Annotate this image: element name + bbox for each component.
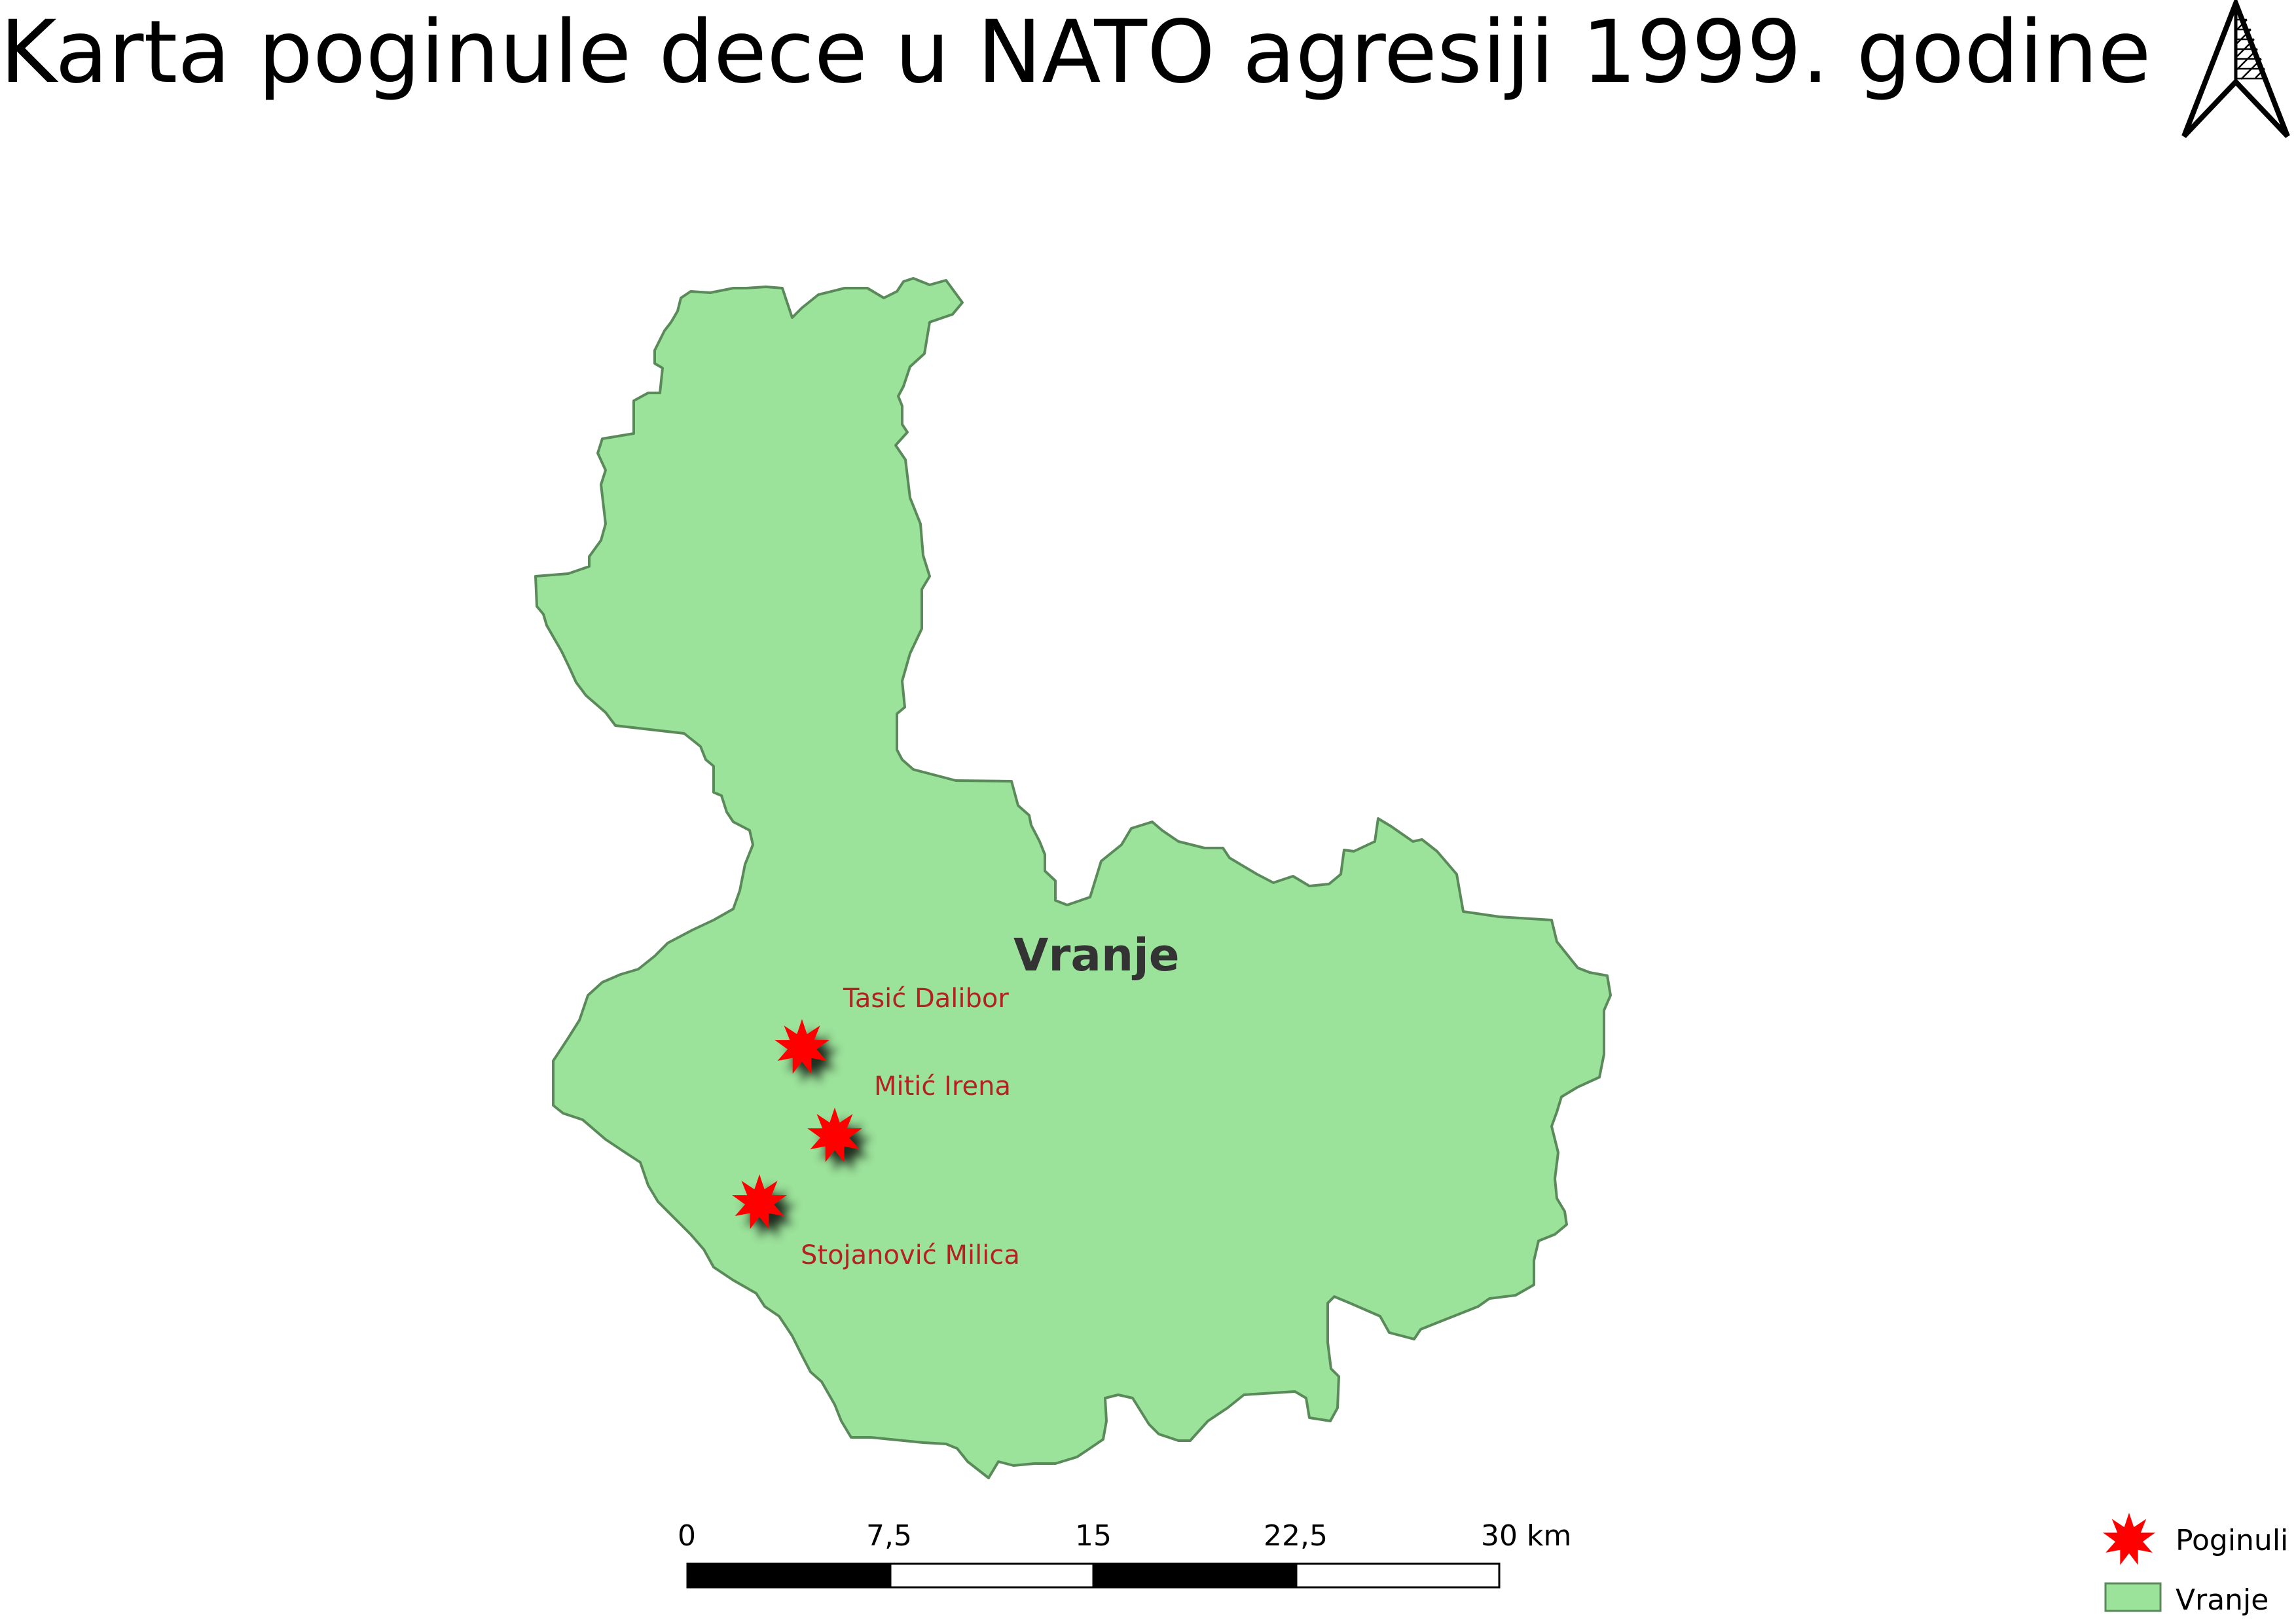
scale-tick-label: 15 xyxy=(1075,1519,1112,1553)
legend: Poginuli Vranje xyxy=(2103,1513,2288,1617)
victim-label: Tasić Dalibor xyxy=(843,984,1009,1014)
red-star-icon xyxy=(2103,1513,2155,1565)
scale-bar-segment xyxy=(1295,1562,1501,1589)
scale-tick-label: 7,5 xyxy=(866,1519,912,1553)
green-area-swatch xyxy=(2104,1582,2162,1612)
victim-label: Stojanović Milica xyxy=(801,1240,1020,1270)
region-vranje-area xyxy=(534,277,1612,1479)
scale-bar: 0 7,5 15 22,5 30 km xyxy=(678,1519,1571,1589)
scale-tick-label: 0 xyxy=(678,1519,696,1553)
victim-label: Mitić Irena xyxy=(874,1071,1011,1101)
legend-label-poginuli: Poginuli xyxy=(2176,1524,2288,1557)
scale-tick-label: 30 km xyxy=(1481,1519,1571,1553)
map-title: Karta poginule dece u NATO agresiji 1999… xyxy=(0,2,2151,103)
legend-label-vranje: Vranje xyxy=(2176,1583,2269,1617)
scale-bar-segment xyxy=(889,1562,1095,1589)
north-arrow-icon xyxy=(2181,0,2290,138)
markers-layer: Tasić Dalibor Mitić Irena Stojanović Milic… xyxy=(732,984,1020,1270)
region-label: Vranje xyxy=(1013,929,1180,982)
scale-tick-label: 22,5 xyxy=(1264,1519,1328,1553)
scale-bar-segment xyxy=(1092,1562,1298,1589)
scale-bar-segment xyxy=(686,1562,892,1589)
